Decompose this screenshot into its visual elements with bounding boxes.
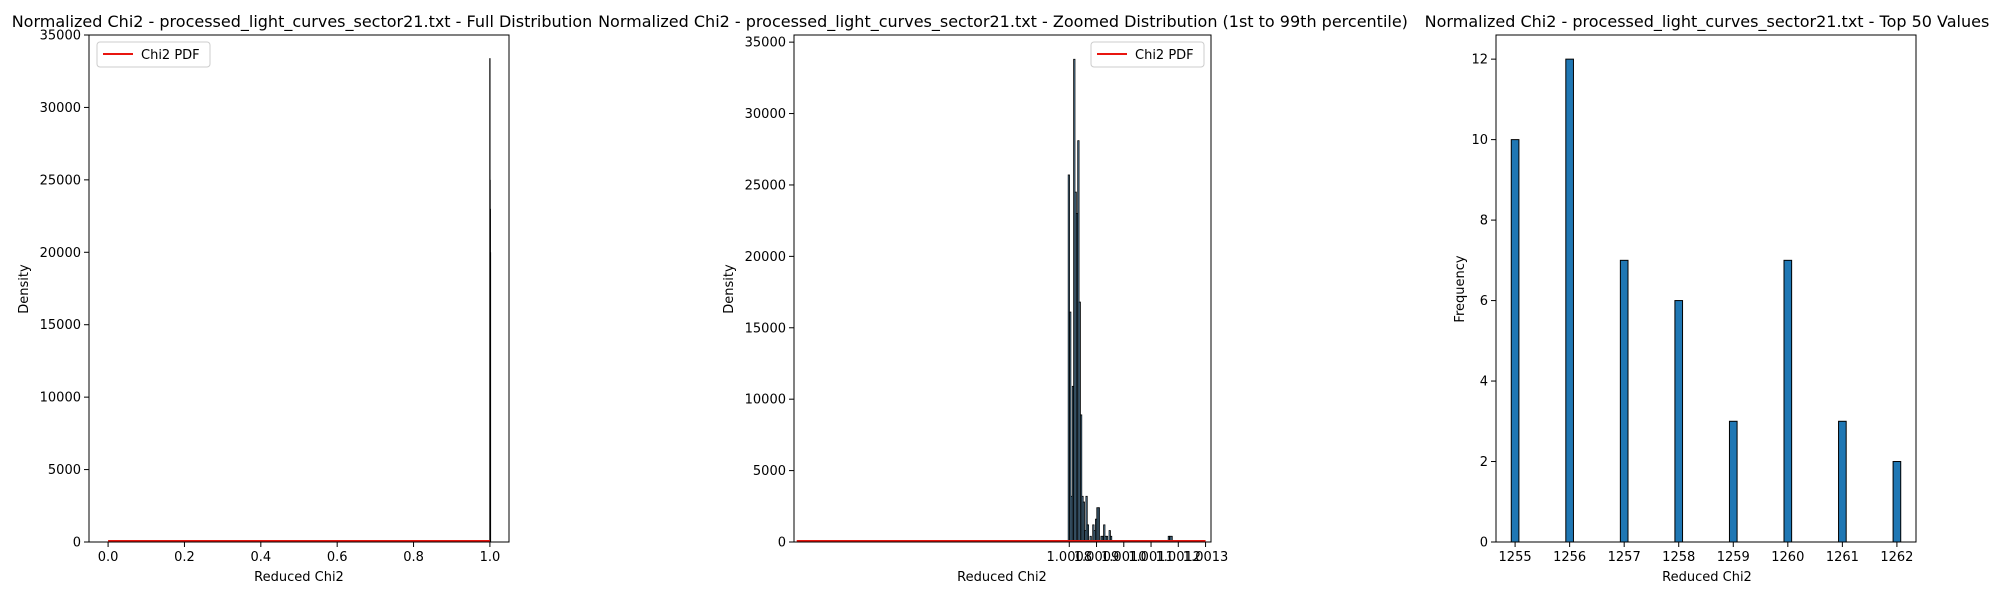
y-tick-label: 25000 <box>745 178 786 193</box>
x-tick-label: 1255 <box>1499 550 1532 565</box>
x-tick-label: 1.0009 <box>1074 550 1120 565</box>
x-tick-label: 1.0013 <box>1183 550 1229 565</box>
frequency-bar <box>1838 420 1847 543</box>
frequency-bar <box>1674 300 1684 543</box>
y-axis-label: Density <box>722 264 737 314</box>
chart-top-50-values: Normalized Chi2 - processed_light_curves… <box>1425 12 1990 585</box>
legend-box <box>96 41 211 68</box>
x-tick-label: 1260 <box>1771 550 1804 565</box>
frequency-bar <box>1565 58 1574 543</box>
frequency-bar <box>1510 139 1520 543</box>
frequency-bar <box>1619 259 1629 543</box>
x-tick-label: 1.0010 <box>1101 550 1147 565</box>
chart-title: Normalized Chi2 - processed_light_curves… <box>12 12 593 32</box>
frequency-bar <box>1728 420 1738 543</box>
y-tick-label: 30000 <box>40 101 81 116</box>
y-tick-label: 0 <box>73 536 81 551</box>
x-tick-label: 1.0012 <box>1156 550 1202 565</box>
x-axis-label: Reduced Chi2 <box>254 570 344 585</box>
frequency-bar <box>1892 461 1902 543</box>
y-tick-label: 25000 <box>40 173 81 188</box>
x-tick-label: 0.6 <box>327 550 348 565</box>
x-axis-label: Reduced Chi2 <box>1662 570 1752 585</box>
x-tick-label: 0.8 <box>403 550 424 565</box>
y-tick-label: 20000 <box>745 250 786 265</box>
y-tick-label: 15000 <box>40 318 81 333</box>
histogram-bar <box>1097 507 1100 543</box>
y-axis-label: Frequency <box>1453 255 1468 322</box>
y-tick-label: 10000 <box>40 391 81 406</box>
y-axis-label: Density <box>17 264 32 314</box>
chart-title: Normalized Chi2 - processed_light_curves… <box>598 12 1408 32</box>
y-tick-label: 0 <box>1480 536 1488 551</box>
y-tick-label: 6 <box>1480 294 1488 309</box>
y-tick-label: 15000 <box>745 321 786 336</box>
legend: Chi2 PDF <box>1090 41 1205 68</box>
y-tick-label: 2 <box>1480 455 1488 470</box>
x-tick-label: 1256 <box>1553 550 1586 565</box>
y-tick-label: 30000 <box>745 107 786 122</box>
y-tick-label: 0 <box>778 536 786 551</box>
x-tick-label: 1.0 <box>480 550 501 565</box>
x-tick-label: 0.0 <box>98 550 119 565</box>
histogram-bar <box>1086 524 1089 543</box>
axes-frame <box>1495 34 1917 543</box>
y-tick-label: 12 <box>1471 53 1488 68</box>
x-tick-label: 1257 <box>1608 550 1641 565</box>
x-tick-label: 1262 <box>1880 550 1913 565</box>
y-tick-label: 35000 <box>745 36 786 51</box>
histogram-bar <box>489 252 492 543</box>
x-tick-label: 1259 <box>1717 550 1750 565</box>
legend-box <box>1090 41 1205 68</box>
legend-label: Chi2 PDF <box>1135 48 1194 63</box>
y-tick-label: 8 <box>1480 214 1488 229</box>
frequency-bar <box>1783 259 1793 543</box>
chart-zoomed-distribution: Normalized Chi2 - processed_light_curves… <box>598 12 1408 585</box>
x-tick-label: 0.4 <box>250 550 271 565</box>
x-tick-label: 1261 <box>1826 550 1859 565</box>
y-tick-label: 4 <box>1480 375 1488 390</box>
y-tick-label: 35000 <box>40 29 81 44</box>
x-tick-label: 1.0011 <box>1128 550 1174 565</box>
x-tick-label: 0.2 <box>174 550 195 565</box>
y-tick-label: 5000 <box>48 463 81 478</box>
legend: Chi2 PDF <box>96 41 211 68</box>
y-tick-label: 20000 <box>40 246 81 261</box>
y-tick-label: 5000 <box>753 464 786 479</box>
y-tick-label: 10000 <box>745 393 786 408</box>
chart-full-distribution: Normalized Chi2 - processed_light_curves… <box>12 12 593 585</box>
y-tick-label: 10 <box>1471 133 1488 148</box>
legend-label: Chi2 PDF <box>141 48 200 63</box>
x-axis-label: Reduced Chi2 <box>957 570 1047 585</box>
x-tick-label: 1258 <box>1662 550 1695 565</box>
x-tick-label: 1.0008 <box>1047 550 1093 565</box>
chart-title: Normalized Chi2 - processed_light_curves… <box>1425 12 1990 32</box>
axes-frame <box>793 34 1212 543</box>
axes-frame <box>88 34 510 543</box>
